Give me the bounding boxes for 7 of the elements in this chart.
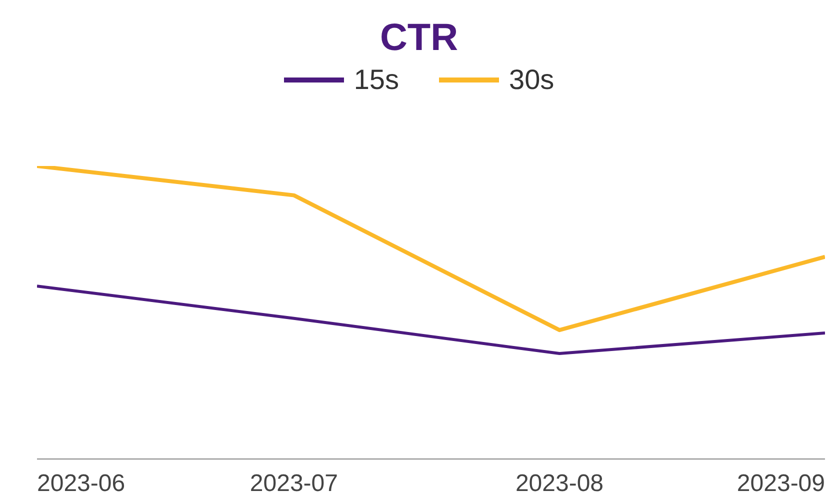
x-tick-label: 2023-08	[515, 470, 604, 496]
x-tick-label: 2023-07	[250, 470, 338, 496]
legend-label: 15s	[354, 64, 399, 96]
x-tick-label: 2023-09	[736, 470, 825, 496]
x-tick-label: 2023-06	[37, 470, 126, 496]
chart-title: CTR	[378, 16, 460, 60]
legend-label: 30s	[509, 64, 554, 96]
